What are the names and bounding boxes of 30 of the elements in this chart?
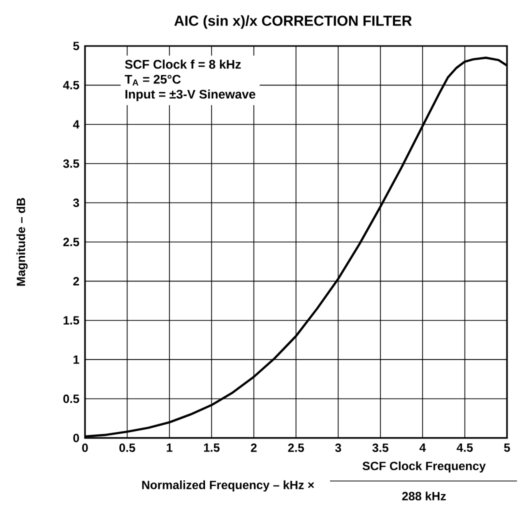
y-tick-label: 3 — [73, 198, 80, 208]
y-tick-label: 0 — [73, 434, 79, 442]
x-tick-label: 2.5 — [288, 444, 304, 452]
annotation: SCF Clock f = 8 kHz — [125, 60, 241, 69]
annotation: Input = ±3-V Sinewave — [125, 89, 256, 102]
y-tick-label: 2 — [73, 277, 80, 286]
y-tick-label: 1.5 — [64, 316, 80, 325]
x-tick-label: 4.5 — [456, 444, 473, 452]
annotation: T$_{A}$ = 25°C — [124, 74, 181, 86]
y-tick-label: 1 — [74, 355, 80, 364]
x-tick-label: 1 — [166, 444, 172, 452]
y-axis-title: Magnitude – dB — [16, 198, 28, 286]
y-tick-label: 2.5 — [63, 238, 80, 246]
x-tick-label: 2 — [250, 444, 257, 452]
x-tick-label: 0.5 — [119, 444, 136, 452]
x-tick-label: 4 — [419, 444, 426, 452]
x-tick-label: 5 — [504, 444, 510, 452]
y-tick-label: 3.5 — [63, 159, 80, 168]
text: SCF Clock Frequency — [362, 461, 486, 473]
y-tick-label: 0.5 — [63, 394, 80, 404]
y-tick-label: 4.5 — [63, 81, 80, 90]
chart-title: AIC (sin x)/x CORRECTION FILTER — [174, 15, 412, 29]
x-axis-title: Normalized Frequency – kHz × — [142, 480, 314, 492]
x-tick-label: 1.5 — [204, 444, 220, 452]
y-tick-label: 4 — [73, 120, 80, 128]
x-tick-label: 3.5 — [372, 444, 388, 452]
x-tick-label: 3 — [335, 444, 342, 452]
text: 288 kHz — [402, 492, 446, 500]
x-tick-label: 0 — [82, 444, 88, 452]
y-tick-label: 5 — [73, 42, 80, 50]
